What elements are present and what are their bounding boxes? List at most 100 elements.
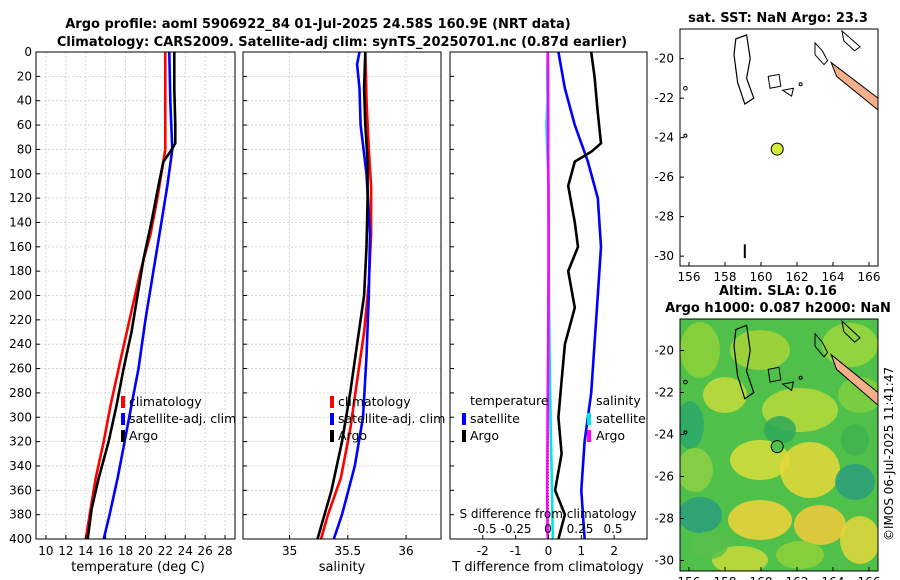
map-y-tick-label: -24 [654,428,674,442]
reef-outline [733,324,755,400]
reef-outline [781,381,795,392]
legend-label-t-argo: Argo [470,428,499,443]
map-y-tick-label: -20 [654,344,674,358]
x-tick-label: 24 [178,544,193,558]
legend-swatch-s-argo [587,430,591,442]
y-tick-label: 240 [9,337,32,351]
legend-swatch-t-satellite [462,413,466,425]
reef-outline [814,41,829,66]
y-tick-label: 200 [9,289,32,303]
x-tick-label: -1 [510,544,522,558]
legend-swatch-satellite [330,413,334,425]
sla-anomaly-patch [728,500,792,540]
y-tick-label: 20 [17,69,32,83]
y-tick-label: 280 [9,386,32,400]
legend-label-t-satellite: satellite [470,411,520,426]
reef-outline [841,29,861,52]
map-x-tick-label: 156 [678,575,701,580]
legend-swatch-climatology [121,396,125,408]
islet [683,133,688,138]
islet [798,375,803,380]
y-tick-label: 260 [9,362,32,376]
map-frame [679,28,879,267]
sst-map-title: sat. SST: NaN Argo: 23.3 [688,11,868,26]
x-tick-label: 26 [198,544,213,558]
argo-position-marker [770,440,784,454]
salinity-panel: 35 35.5 36 [242,51,442,558]
sla-anomaly-patch [712,546,768,571]
y-tick-label: 380 [9,508,32,522]
y-tick-label: 160 [9,240,32,254]
argo-position-marker [770,142,784,156]
x-tick-label: 2 [610,544,618,558]
reef-outline [733,34,755,105]
legend-label-s-satellite: satellite [596,411,646,426]
islet [798,82,803,87]
x-axis-label-salinity: salinity [319,560,366,575]
sla-anomaly-patch [680,322,720,378]
sla-map-title-line2: Argo h1000: 0.087 h2000: NaN [665,301,891,316]
y-tick-label: 140 [9,215,32,229]
legend-swatch-argo [121,430,125,442]
map-x-tick-label: 160 [750,270,773,284]
y-tick-label: 360 [9,483,32,497]
legend-label-climatology: climatology [129,394,202,409]
x-tick-label: 35.5 [334,544,361,558]
series-line-t-argo [553,51,603,540]
y-tick-label: 340 [9,459,32,473]
map-content [683,29,878,259]
series-line-satellite-adj-clim [332,51,372,540]
sla-anomaly-patch [776,541,824,569]
y-tick-label: 40 [17,94,32,108]
x-tick-label: 35 [282,544,297,558]
x-tick-label: 12 [58,544,73,558]
series-line-argo [86,52,177,540]
sla-map: 156 158 160 162 164 166 -20 -22 -24 -26 -28 -30 [654,318,881,580]
legend-swatch-s-satellite [587,413,591,425]
map-y-tick-label: -30 [654,249,674,263]
x-tick-label: 16 [98,544,113,558]
x-tick-label: -2 [477,544,489,558]
sla-anomaly-patch [780,442,840,498]
map-x-tick-label: 160 [750,575,773,580]
map-y-tick-label: -30 [654,554,674,568]
series-line-climatology [319,51,373,540]
land-new-caledonia [830,61,878,111]
map-x-tick-label: 164 [822,270,845,284]
series-line-s-argo [545,51,550,540]
y-tick-label: 180 [9,264,32,278]
secondary-x-tick-label: 0.25 [567,522,594,536]
legend-heading-temperature: temperature [470,393,549,408]
sla-anomaly-patch [680,401,704,449]
series-line-climatology [84,52,167,540]
secondary-x-label: S difference from climatology [460,507,637,521]
y-tick-label: 100 [9,167,32,181]
map-x-tick-label: 162 [786,270,809,284]
x-axis-label-temperature: temperature (deg C) [71,560,205,575]
sla-anomaly-patch [840,516,878,564]
sla-anomaly-patch [764,416,796,444]
temperature-legend: climatology satellite-adj. clim Argo [121,394,236,443]
secondary-x-tick-label: -0.5 [473,522,496,536]
reef-outline [767,366,782,383]
legend-label-climatology: climatology [338,394,411,409]
map-y-tick-label: -26 [654,170,674,184]
secondary-x-tick-label: 0 [544,522,552,536]
legend-swatch-argo [330,430,334,442]
map-y-tick-label: -28 [654,210,674,224]
series-line-argo [316,51,369,540]
legend-label-argo: Argo [338,428,367,443]
y-tick-label: 0 [24,45,32,59]
difference-panel: -2 -1 0 1 2 [449,51,648,558]
temperature-panel: 10 12 14 16 18 20 22 24 26 2802040608010012014016… [9,45,236,558]
map-x-tick-label: 158 [714,270,737,284]
x-tick-label: 10 [38,544,53,558]
y-tick-label: 320 [9,435,32,449]
map-x-tick-label: 164 [822,575,845,580]
legend-swatch-satellite [121,413,125,425]
map-x-tick-label: 166 [858,575,881,580]
sla-anomaly-patch [841,424,869,456]
legend-heading-salinity: salinity [596,393,641,408]
map-y-tick-label: -28 [654,512,674,526]
